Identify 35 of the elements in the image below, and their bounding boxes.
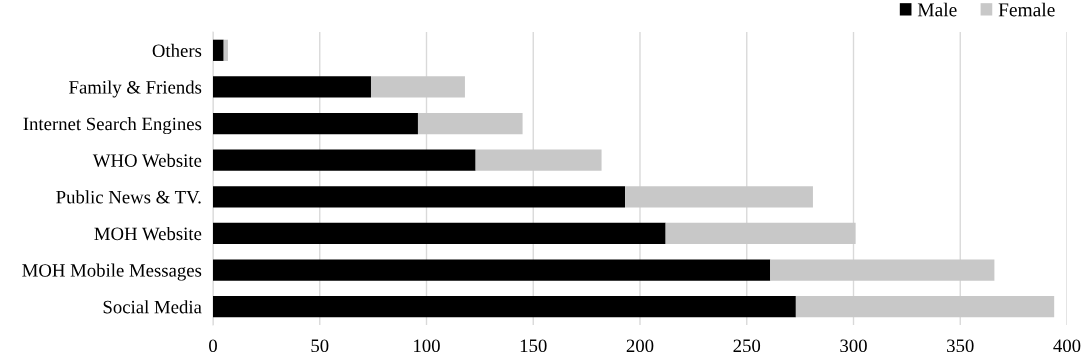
x-tick-label: 400 [1053, 339, 1081, 353]
x-tick-label: 250 [733, 339, 761, 353]
bar [770, 259, 995, 281]
y-tick-label: Internet Search Engines [23, 117, 202, 135]
x-tick-label: 200 [626, 339, 654, 353]
y-tick-label: MOH Mobile Messages [22, 263, 202, 281]
x-tick-label: 150 [520, 339, 547, 353]
bar [213, 259, 771, 281]
y-tick-label: Others [152, 43, 202, 57]
y-tick-label: Public News & TV. [56, 190, 201, 204]
bar [665, 222, 856, 245]
bar [475, 149, 602, 171]
x-tick-label: 50 [311, 339, 329, 353]
y-tick-label: WHO Website [92, 153, 202, 167]
y-tick-label: Family & Friends [69, 80, 202, 98]
x-tick-label: 0 [209, 339, 217, 353]
legend-label: Male [917, 2, 957, 17]
bar [213, 296, 796, 318]
x-tick-label: 350 [947, 339, 974, 353]
bar [213, 149, 476, 171]
x-tick-label: 300 [840, 339, 867, 353]
bar [370, 76, 465, 98]
bar [625, 186, 813, 208]
bar [223, 39, 228, 61]
y-tick-label: Social Media [103, 300, 202, 314]
bar [417, 112, 523, 135]
bar [213, 222, 666, 245]
bar [795, 296, 1055, 318]
legend-label: Female [998, 2, 1055, 17]
bar [213, 186, 626, 208]
x-tick-label: 100 [414, 339, 440, 353]
bar [213, 39, 224, 61]
y-tick-label: MOH Website [94, 226, 202, 241]
bar [213, 76, 371, 98]
bar [213, 112, 418, 135]
